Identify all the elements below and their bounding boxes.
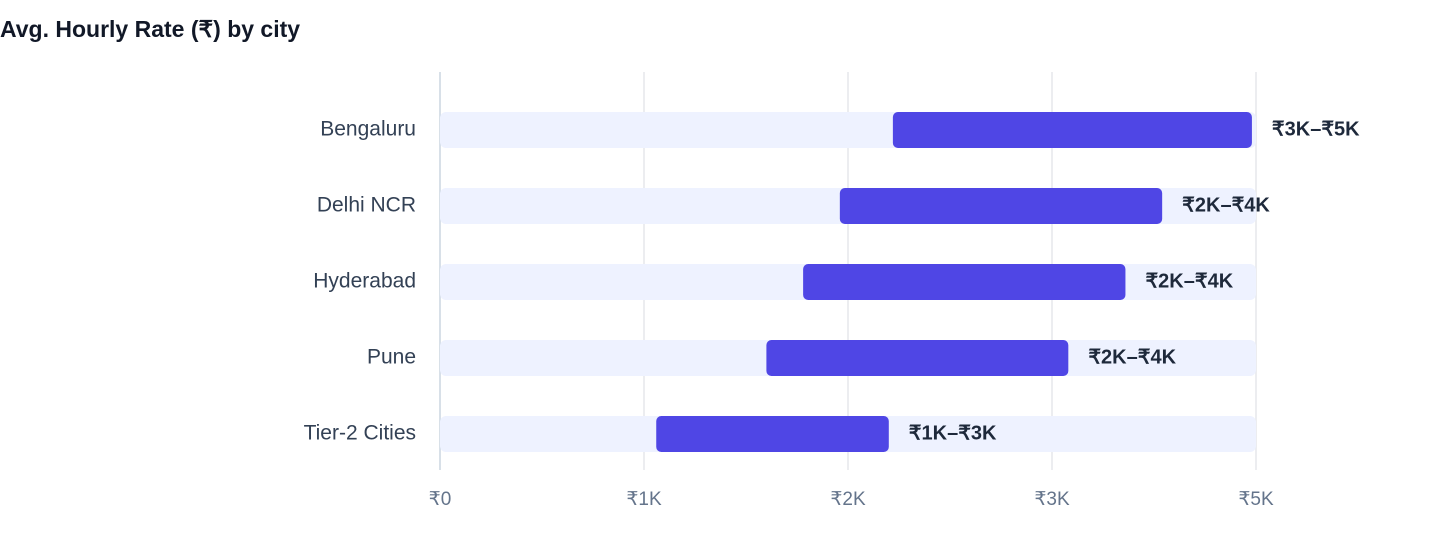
- range-bar: [892, 112, 1252, 148]
- x-tick-label: ₹0: [429, 489, 452, 510]
- x-tick-label: ₹5K: [1238, 489, 1274, 510]
- range-bar: [656, 416, 889, 452]
- y-tick-label: Hyderabad: [313, 270, 416, 293]
- chart-title: Avg. Hourly Rate (₹) by city: [0, 16, 300, 42]
- value-label: ₹2K–₹4K: [1145, 270, 1233, 292]
- value-label: ₹3K–₹5K: [1272, 118, 1360, 140]
- value-label: ₹2K–₹4K: [1182, 194, 1270, 216]
- x-tick-label: ₹3K: [1034, 489, 1070, 510]
- range-bar: [803, 264, 1126, 300]
- y-tick-label: Delhi NCR: [317, 194, 416, 217]
- range-bar: [839, 188, 1163, 224]
- x-tick-label: ₹1K: [626, 489, 662, 510]
- y-tick-label: Pune: [367, 346, 416, 369]
- x-tick-label: ₹2K: [830, 489, 866, 510]
- value-label: ₹1K–₹3K: [909, 422, 997, 444]
- value-label: ₹2K–₹4K: [1088, 346, 1176, 368]
- range-bar: [766, 340, 1069, 376]
- y-tick-label: Tier-2 Cities: [304, 422, 416, 445]
- y-tick-label: Bengaluru: [320, 118, 416, 141]
